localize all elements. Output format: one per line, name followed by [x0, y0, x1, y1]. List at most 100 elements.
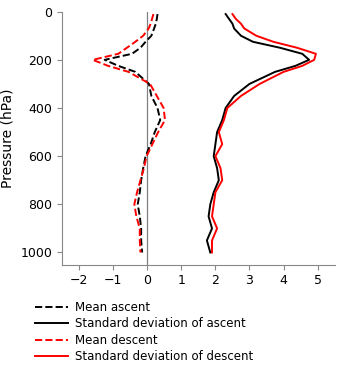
Mean ascent — [144, 154, 148, 158]
Standard deviation of descent — [213, 154, 217, 158]
Standard deviation of ascent — [293, 63, 297, 68]
Standard deviation of descent — [230, 12, 235, 16]
Standard deviation of descent — [239, 94, 243, 98]
Standard deviation of descent — [210, 250, 214, 255]
Mean ascent — [149, 33, 154, 38]
Mean ascent — [158, 118, 162, 123]
Mean ascent — [149, 142, 153, 146]
Mean descent — [142, 166, 146, 170]
Mean ascent — [139, 226, 143, 231]
Standard deviation of descent — [282, 70, 286, 74]
Standard deviation of descent — [312, 58, 316, 62]
Mean descent — [138, 238, 142, 243]
Standard deviation of descent — [222, 118, 226, 123]
Standard deviation of ascent — [230, 21, 235, 26]
Standard deviation of descent — [217, 130, 221, 135]
Mean descent — [151, 12, 156, 16]
Line: Standard deviation of descent: Standard deviation of descent — [212, 14, 316, 252]
Mean ascent — [155, 17, 159, 21]
Legend: Mean ascent, Standard deviation of ascent, Mean descent, Standard deviation of d: Mean ascent, Standard deviation of ascen… — [35, 301, 254, 363]
Mean ascent — [154, 21, 158, 26]
Line: Mean ascent: Mean ascent — [105, 14, 160, 252]
Mean descent — [161, 106, 166, 110]
Mean descent — [134, 214, 138, 219]
Standard deviation of ascent — [217, 178, 221, 182]
Mean descent — [106, 63, 110, 68]
Standard deviation of ascent — [211, 190, 216, 194]
Mean ascent — [152, 26, 156, 31]
Mean descent — [150, 142, 155, 146]
Standard deviation of descent — [213, 190, 217, 194]
Mean descent — [138, 250, 142, 255]
Line: Mean descent: Mean descent — [93, 14, 165, 252]
Standard deviation of descent — [295, 46, 299, 50]
Mean ascent — [153, 130, 157, 135]
Standard deviation of ascent — [208, 250, 213, 255]
Standard deviation of ascent — [211, 154, 216, 158]
Mean descent — [145, 154, 149, 158]
Standard deviation of descent — [211, 202, 216, 207]
Mean descent — [125, 46, 129, 50]
Mean descent — [147, 26, 151, 31]
Standard deviation of ascent — [300, 51, 304, 56]
Mean descent — [91, 58, 95, 62]
Standard deviation of ascent — [215, 166, 219, 170]
Standard deviation of ascent — [239, 33, 243, 38]
Mean descent — [148, 82, 152, 86]
Mean ascent — [155, 12, 159, 16]
Standard deviation of descent — [258, 82, 262, 86]
Standard deviation of ascent — [278, 46, 282, 50]
Mean ascent — [102, 58, 107, 62]
Standard deviation of ascent — [205, 238, 209, 243]
Standard deviation of ascent — [232, 94, 236, 98]
Standard deviation of descent — [234, 17, 238, 21]
Mean ascent — [147, 82, 151, 86]
Standard deviation of descent — [210, 238, 214, 243]
Standard deviation of descent — [210, 214, 214, 219]
Mean ascent — [136, 202, 140, 207]
Standard deviation of descent — [215, 226, 219, 231]
Mean descent — [141, 33, 145, 38]
Mean ascent — [139, 238, 143, 243]
Mean ascent — [149, 94, 154, 98]
Standard deviation of ascent — [207, 214, 211, 219]
Standard deviation of descent — [314, 51, 318, 56]
Standard deviation of ascent — [213, 142, 217, 146]
Mean descent — [127, 70, 131, 74]
Standard deviation of ascent — [307, 58, 311, 62]
Standard deviation of descent — [242, 26, 246, 31]
Mean descent — [135, 190, 139, 194]
Standard deviation of ascent — [232, 26, 236, 31]
Standard deviation of descent — [218, 166, 223, 170]
Standard deviation of ascent — [224, 12, 228, 16]
Mean descent — [150, 17, 154, 21]
Standard deviation of descent — [254, 33, 258, 38]
Mean ascent — [138, 46, 142, 50]
Mean ascent — [138, 214, 142, 219]
Standard deviation of descent — [271, 39, 275, 44]
Standard deviation of descent — [220, 178, 224, 182]
Mean ascent — [130, 51, 134, 56]
Mean descent — [133, 39, 137, 44]
Mean descent — [138, 226, 142, 231]
Mean ascent — [140, 250, 144, 255]
Standard deviation of descent — [300, 63, 304, 68]
Mean ascent — [138, 190, 142, 194]
Mean ascent — [141, 166, 145, 170]
Standard deviation of descent — [220, 142, 224, 146]
Mean ascent — [133, 70, 137, 74]
Mean ascent — [116, 63, 120, 68]
Standard deviation of ascent — [273, 70, 277, 74]
Standard deviation of ascent — [251, 39, 255, 44]
Line: Standard deviation of ascent: Standard deviation of ascent — [207, 14, 309, 252]
Standard deviation of ascent — [220, 118, 224, 123]
Standard deviation of ascent — [224, 106, 228, 110]
Standard deviation of descent — [239, 21, 243, 26]
Mean ascent — [155, 106, 159, 110]
Mean ascent — [144, 39, 148, 44]
Mean descent — [155, 94, 159, 98]
Y-axis label: Pressure (hPa): Pressure (hPa) — [1, 88, 15, 188]
Standard deviation of ascent — [227, 17, 231, 21]
Mean descent — [149, 21, 153, 26]
Mean descent — [132, 202, 136, 207]
